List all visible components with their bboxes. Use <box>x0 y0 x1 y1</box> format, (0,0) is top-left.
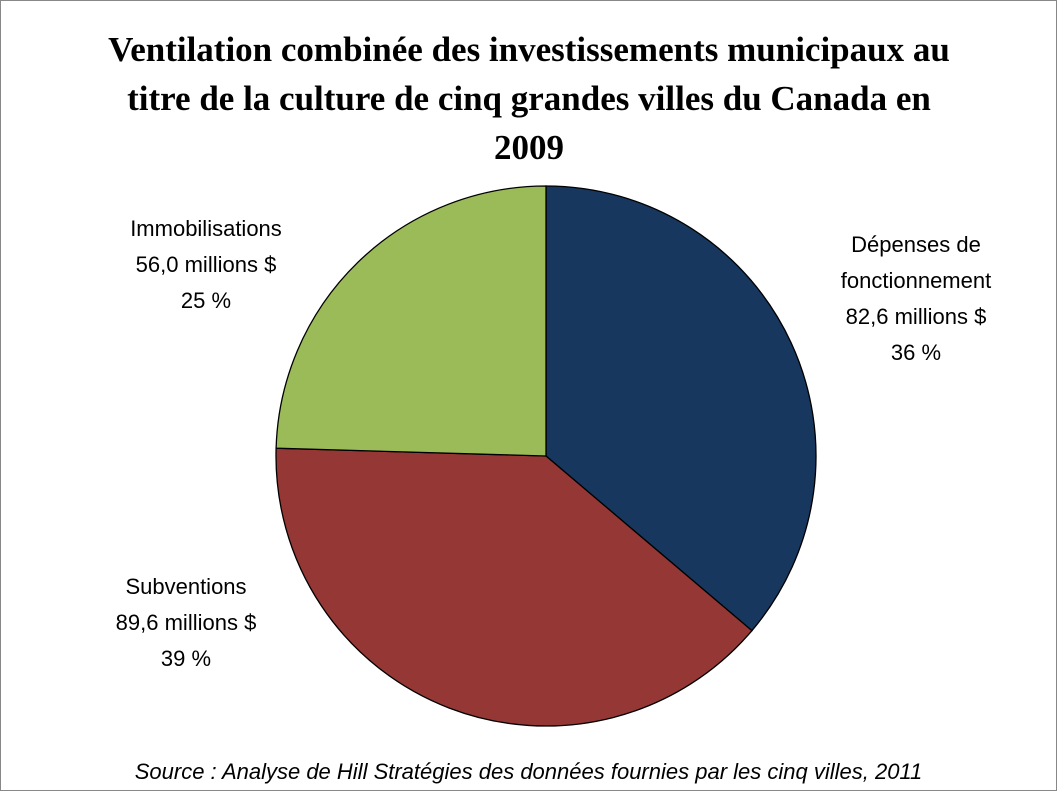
category-label: Immobilisations <box>130 216 282 241</box>
category-label: Subventions <box>125 574 247 599</box>
slice-label: Immobilisations 56,0 millions $ 25 % <box>91 211 321 319</box>
value-label: 82,6 millions $ <box>845 304 987 329</box>
pie-slice <box>275 185 547 457</box>
percent-label: 25 % <box>180 288 232 313</box>
percent-label: 36 % <box>890 340 942 365</box>
source-note: Source : Analyse de Hill Stratégies des … <box>134 759 923 784</box>
slice-label: Subventions 89,6 millions $ 39 % <box>71 569 301 677</box>
value-label: 89,6 millions $ <box>115 610 257 635</box>
pie-slice <box>275 447 753 727</box>
percent-label: 39 % <box>160 646 212 671</box>
slice-label: Dépenses de fonctionnement 82,6 millions … <box>801 227 1031 371</box>
pie-slice <box>545 185 817 632</box>
value-label: 56,0 millions $ <box>135 252 277 277</box>
chart-title: Ventilation combinée des investissements… <box>108 30 950 167</box>
category-label: Dépenses de fonctionnement <box>840 232 992 293</box>
